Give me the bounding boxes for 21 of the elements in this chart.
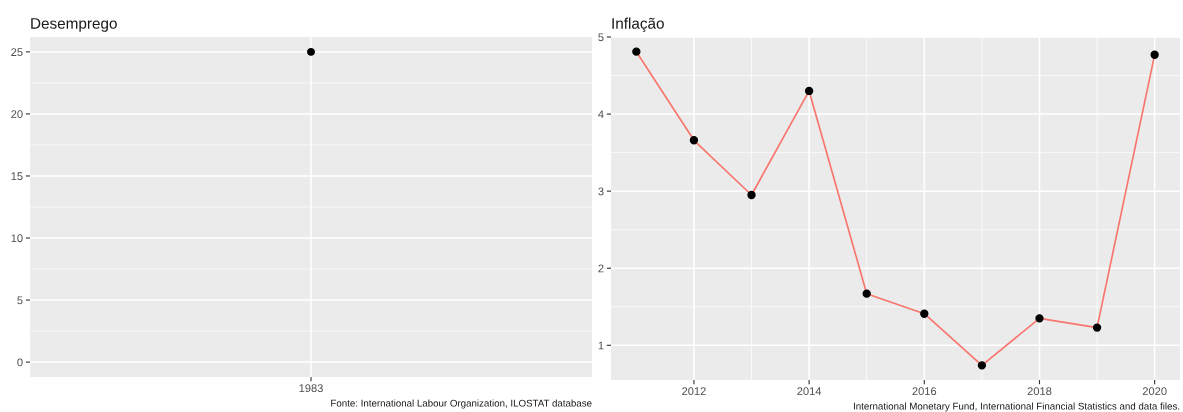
y-tick-label: 2 [598, 264, 604, 273]
y-tick-label: 5 [17, 296, 23, 305]
y-tick-label: 0 [17, 358, 23, 367]
y-tick-label: 10 [11, 234, 23, 243]
y-tick-label: 15 [11, 172, 23, 181]
chart-title: Desemprego [31, 18, 117, 32]
x-tick-label: 2012 [682, 387, 706, 396]
y-tick-label: 4 [598, 110, 604, 119]
source-note: Fonte: International Labour Organization, ILOSTAT database [331, 399, 592, 409]
y-tick-label: 1 [598, 341, 604, 350]
text: International Monetary Fund, International Financial Statistics and data files. [853, 402, 1180, 412]
y-tick-label: 5 [598, 33, 604, 42]
x-tick-label: 1983 [299, 384, 323, 393]
x-tick-label: 2018 [1027, 387, 1052, 396]
chart-title: Inflação [612, 17, 664, 32]
x-tick-label: 2014 [797, 387, 822, 396]
y-tick-label: 20 [11, 110, 23, 119]
x-tick-label: 2020 [1142, 387, 1167, 396]
y-tick-label: 3 [598, 187, 604, 196]
y-tick-label: 25 [11, 48, 23, 57]
x-tick-label: 2016 [912, 387, 937, 396]
